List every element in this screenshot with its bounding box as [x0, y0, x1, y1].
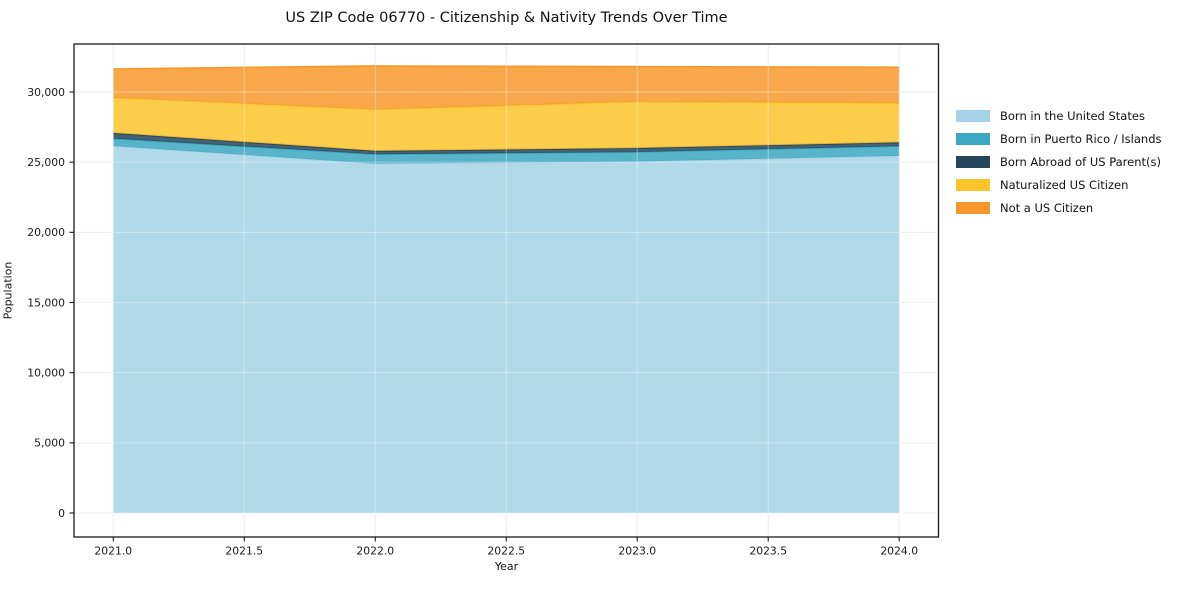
- y-tick-label: 20,000: [27, 226, 65, 239]
- x-tick-label: 2023.0: [618, 545, 656, 558]
- y-axis-label: Population: [1, 261, 15, 320]
- x-axis-label: Year: [494, 560, 519, 573]
- x-tick-label: 2022.5: [487, 545, 525, 558]
- y-tick-label: 0: [58, 507, 65, 520]
- legend-label: Born Abroad of US Parent(s): [1000, 154, 1161, 169]
- area-band: [113, 138, 900, 164]
- y-tick-label: 15,000: [27, 296, 65, 309]
- area-band: [113, 97, 900, 151]
- legend-item: Born in the United States: [956, 104, 1162, 127]
- x-tick-label: 2023.5: [749, 545, 787, 558]
- y-tick-label: 30,000: [27, 86, 65, 99]
- legend: Born in the United States Born in Puerto …: [956, 104, 1162, 219]
- legend-swatch: [956, 109, 990, 122]
- y-tick-label: 5,000: [34, 437, 65, 450]
- legend-swatch: [956, 155, 990, 168]
- legend-swatch: [956, 201, 990, 214]
- legend-item: Born in Puerto Rico / Islands: [956, 127, 1162, 150]
- legend-item: Not a US Citizen: [956, 196, 1162, 219]
- x-tick-label: 2021.0: [94, 545, 132, 558]
- legend-item: Naturalized US Citizen: [956, 173, 1162, 196]
- legend-item: Born Abroad of US Parent(s): [956, 150, 1162, 173]
- area-band: [113, 66, 900, 110]
- legend-label: Born in Puerto Rico / Islands: [1000, 131, 1162, 146]
- legend-swatch: [956, 132, 990, 145]
- x-tick-label: 2022.0: [356, 545, 394, 558]
- area-band-edge: [113, 65, 900, 70]
- legend-label: Naturalized US Citizen: [1000, 177, 1129, 192]
- chart-title: US ZIP Code 06770 - Citizenship & Nativi…: [285, 10, 728, 26]
- y-tick-label: 10,000: [27, 366, 65, 379]
- legend-label: Born in the United States: [1000, 108, 1145, 123]
- y-tick-label: 25,000: [27, 156, 65, 169]
- legend-swatch: [956, 178, 990, 191]
- legend-label: Not a US Citizen: [1000, 200, 1094, 215]
- area-band: [113, 146, 900, 514]
- x-tick-label: 2021.5: [225, 545, 263, 558]
- area-band: [113, 132, 900, 155]
- x-tick-label: 2024.0: [880, 545, 918, 558]
